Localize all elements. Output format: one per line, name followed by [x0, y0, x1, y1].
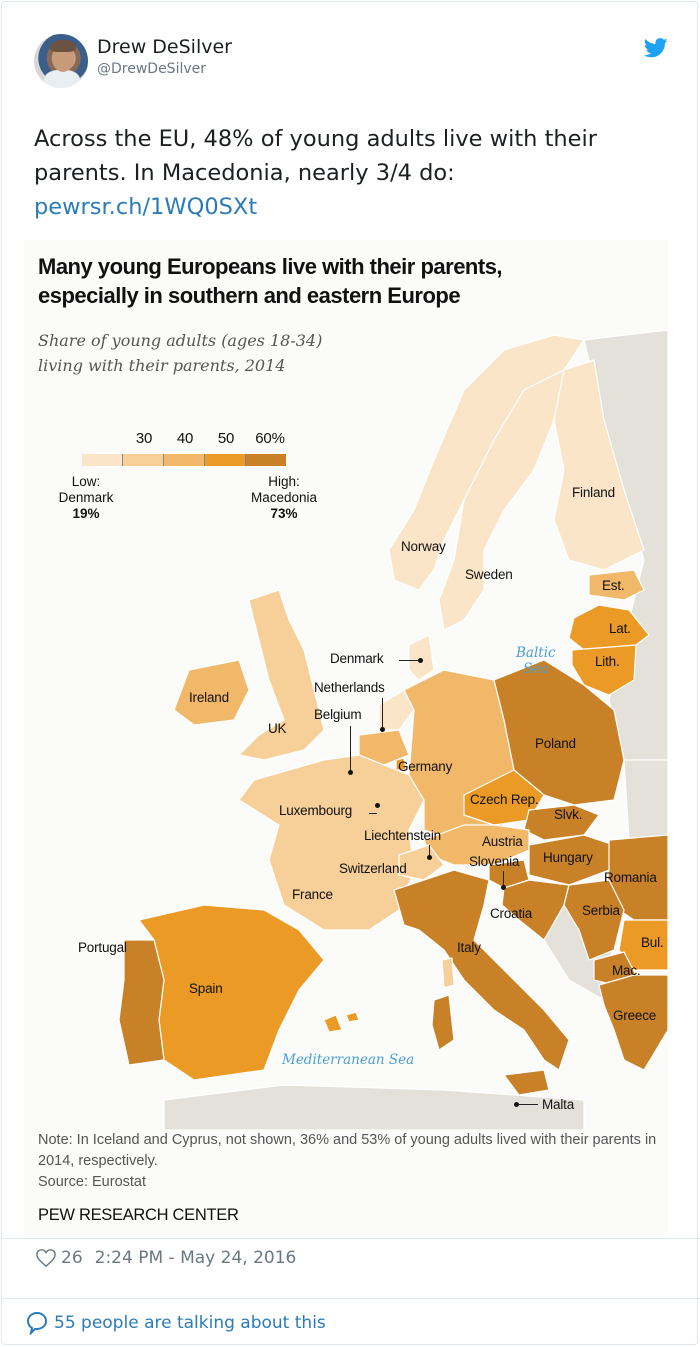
dot-slovenia: [501, 885, 506, 890]
talking-link[interactable]: 55 people are talking about this: [26, 1311, 326, 1335]
author-handle[interactable]: @DrewDeSilver: [97, 61, 207, 77]
label-hungary: Hungary: [543, 850, 593, 865]
leader-denmark: [399, 660, 419, 661]
legend-tick-50: 50: [217, 430, 235, 447]
dot-liechtenstein: [427, 855, 432, 860]
talking-divider: [3, 1298, 700, 1299]
tweet-meta: 26 2:24 PM - May 24, 2016: [35, 1248, 296, 1268]
legend-low-value: 19%: [72, 506, 100, 521]
chart-subtitle: Share of young adults (ages 18-34) livin…: [38, 328, 458, 378]
author-name[interactable]: Drew DeSilver: [97, 36, 232, 58]
label-romania: Romania: [604, 870, 657, 885]
chart-title-line1: Many young Europeans live with their par…: [38, 254, 503, 279]
legend-tick-30: 30: [135, 430, 153, 447]
tweet-body: Across the EU, 48% of young adults live …: [34, 126, 597, 186]
tweet-link[interactable]: pewrsr.ch/1WQ0SXt: [34, 194, 258, 220]
legend-bin-3: [164, 454, 205, 466]
label-spain: Spain: [189, 981, 223, 996]
footer-divider: [3, 1238, 700, 1239]
dot-malta: [514, 1102, 519, 1107]
label-macedonia: Mac.: [612, 963, 641, 978]
leader-liechtenstein: [429, 845, 430, 857]
baltic-line1: Baltic: [516, 645, 556, 661]
label-estonia: Est.: [602, 578, 625, 593]
dot-luxembourg: [375, 803, 380, 808]
tweet-text: Across the EU, 48% of young adults live …: [34, 122, 674, 224]
dot-belgium: [348, 770, 353, 775]
label-norway: Norway: [401, 539, 446, 554]
author-avatar[interactable]: [34, 34, 88, 88]
label-belgium: Belgium: [314, 707, 362, 722]
label-mediterranean-sea: Mediterranean Sea: [282, 1052, 415, 1068]
legend-bin-2: [123, 454, 164, 466]
legend-high-label: High:: [268, 474, 300, 489]
label-finland: Finland: [572, 485, 615, 500]
leader-slovenia: [503, 871, 504, 887]
map-legend: 30 40 50 60% Low: Denmark 19% High: Mace…: [44, 428, 344, 528]
label-netherlands: Netherlands: [314, 680, 385, 695]
leader-luxembourg: [369, 813, 377, 814]
label-baltic-sea: Baltic Sea: [516, 645, 556, 677]
tweet-timestamp[interactable]: 2:24 PM - May 24, 2016: [94, 1248, 297, 1268]
label-switzerland: Switzerland: [339, 861, 407, 876]
legend-bin-1: [82, 454, 123, 466]
chart-source: Source: Eurostat: [38, 1174, 146, 1190]
leader-belgium: [350, 726, 351, 771]
label-bulgaria: Bul.: [641, 935, 664, 950]
label-germany: Germany: [398, 759, 453, 774]
chart-note-text: Note: In Iceland and Cyprus, not shown, …: [38, 1132, 657, 1169]
chart-note: Note: In Iceland and Cyprus, not shown, …: [38, 1130, 658, 1193]
chart-subtitle-line1: Share of young adults (ages 18-34): [38, 331, 323, 350]
talking-text[interactable]: 55 people are talking about this: [54, 1313, 326, 1333]
label-austria: Austria: [482, 834, 523, 849]
leader-netherlands: [382, 698, 383, 728]
legend-color-bar: [82, 454, 286, 466]
speech-bubble-icon: [26, 1311, 48, 1335]
pew-brand: PEW RESEARCH CENTER: [38, 1206, 239, 1224]
legend-bin-5: [246, 454, 286, 466]
legend-tick-40: 40: [176, 430, 194, 447]
legend-low: Low: Denmark 19%: [46, 474, 126, 522]
label-portugal: Portugal: [78, 940, 127, 955]
label-sweden: Sweden: [465, 567, 513, 582]
label-latvia: Lat.: [609, 621, 631, 636]
label-france: France: [292, 887, 333, 902]
dot-denmark: [418, 658, 423, 663]
label-serbia: Serbia: [582, 903, 620, 918]
like-count[interactable]: 26: [61, 1248, 83, 1268]
label-denmark: Denmark: [330, 651, 384, 666]
leader-malta: [518, 1104, 538, 1105]
label-greece: Greece: [613, 1008, 657, 1023]
legend-tick-60: 60%: [255, 430, 285, 447]
label-ireland: Ireland: [189, 690, 229, 705]
label-liechtenstein: Liechtenstein: [364, 828, 441, 843]
baltic-line2: Sea: [523, 661, 549, 677]
tweet-header: Drew DeSilver @DrewDeSilver: [34, 34, 674, 90]
dot-netherlands: [380, 727, 385, 732]
label-croatia: Croatia: [490, 906, 533, 921]
legend-bin-4: [205, 454, 246, 466]
legend-high-value: 73%: [270, 506, 298, 521]
label-malta: Malta: [542, 1097, 575, 1112]
label-czech: Czech Rep.: [470, 792, 539, 807]
legend-low-label: Low:: [71, 474, 101, 489]
chart-title: Many young Europeans live with their par…: [38, 252, 658, 310]
heart-icon[interactable]: [35, 1248, 57, 1268]
chart-subtitle-line2: living with their parents, 2014: [38, 356, 286, 375]
label-poland: Poland: [535, 736, 576, 751]
label-slovenia: Slovenia: [469, 854, 520, 869]
europe-map: [118, 329, 668, 1130]
legend-low-country: Denmark: [58, 490, 114, 505]
chart-image[interactable]: Many young Europeans live with their par…: [24, 240, 668, 1235]
label-slovakia: Slvk.: [554, 807, 583, 822]
twitter-bird-icon[interactable]: [644, 38, 668, 58]
legend-high: High: Macedonia 73%: [234, 474, 334, 522]
label-italy: Italy: [457, 940, 481, 955]
legend-high-country: Macedonia: [250, 490, 318, 505]
label-uk: UK: [268, 721, 287, 736]
label-luxembourg: Luxembourg: [279, 803, 353, 818]
chart-title-line2: especially in southern and eastern Europ…: [38, 283, 461, 308]
label-lithuania: Lith.: [595, 654, 620, 669]
